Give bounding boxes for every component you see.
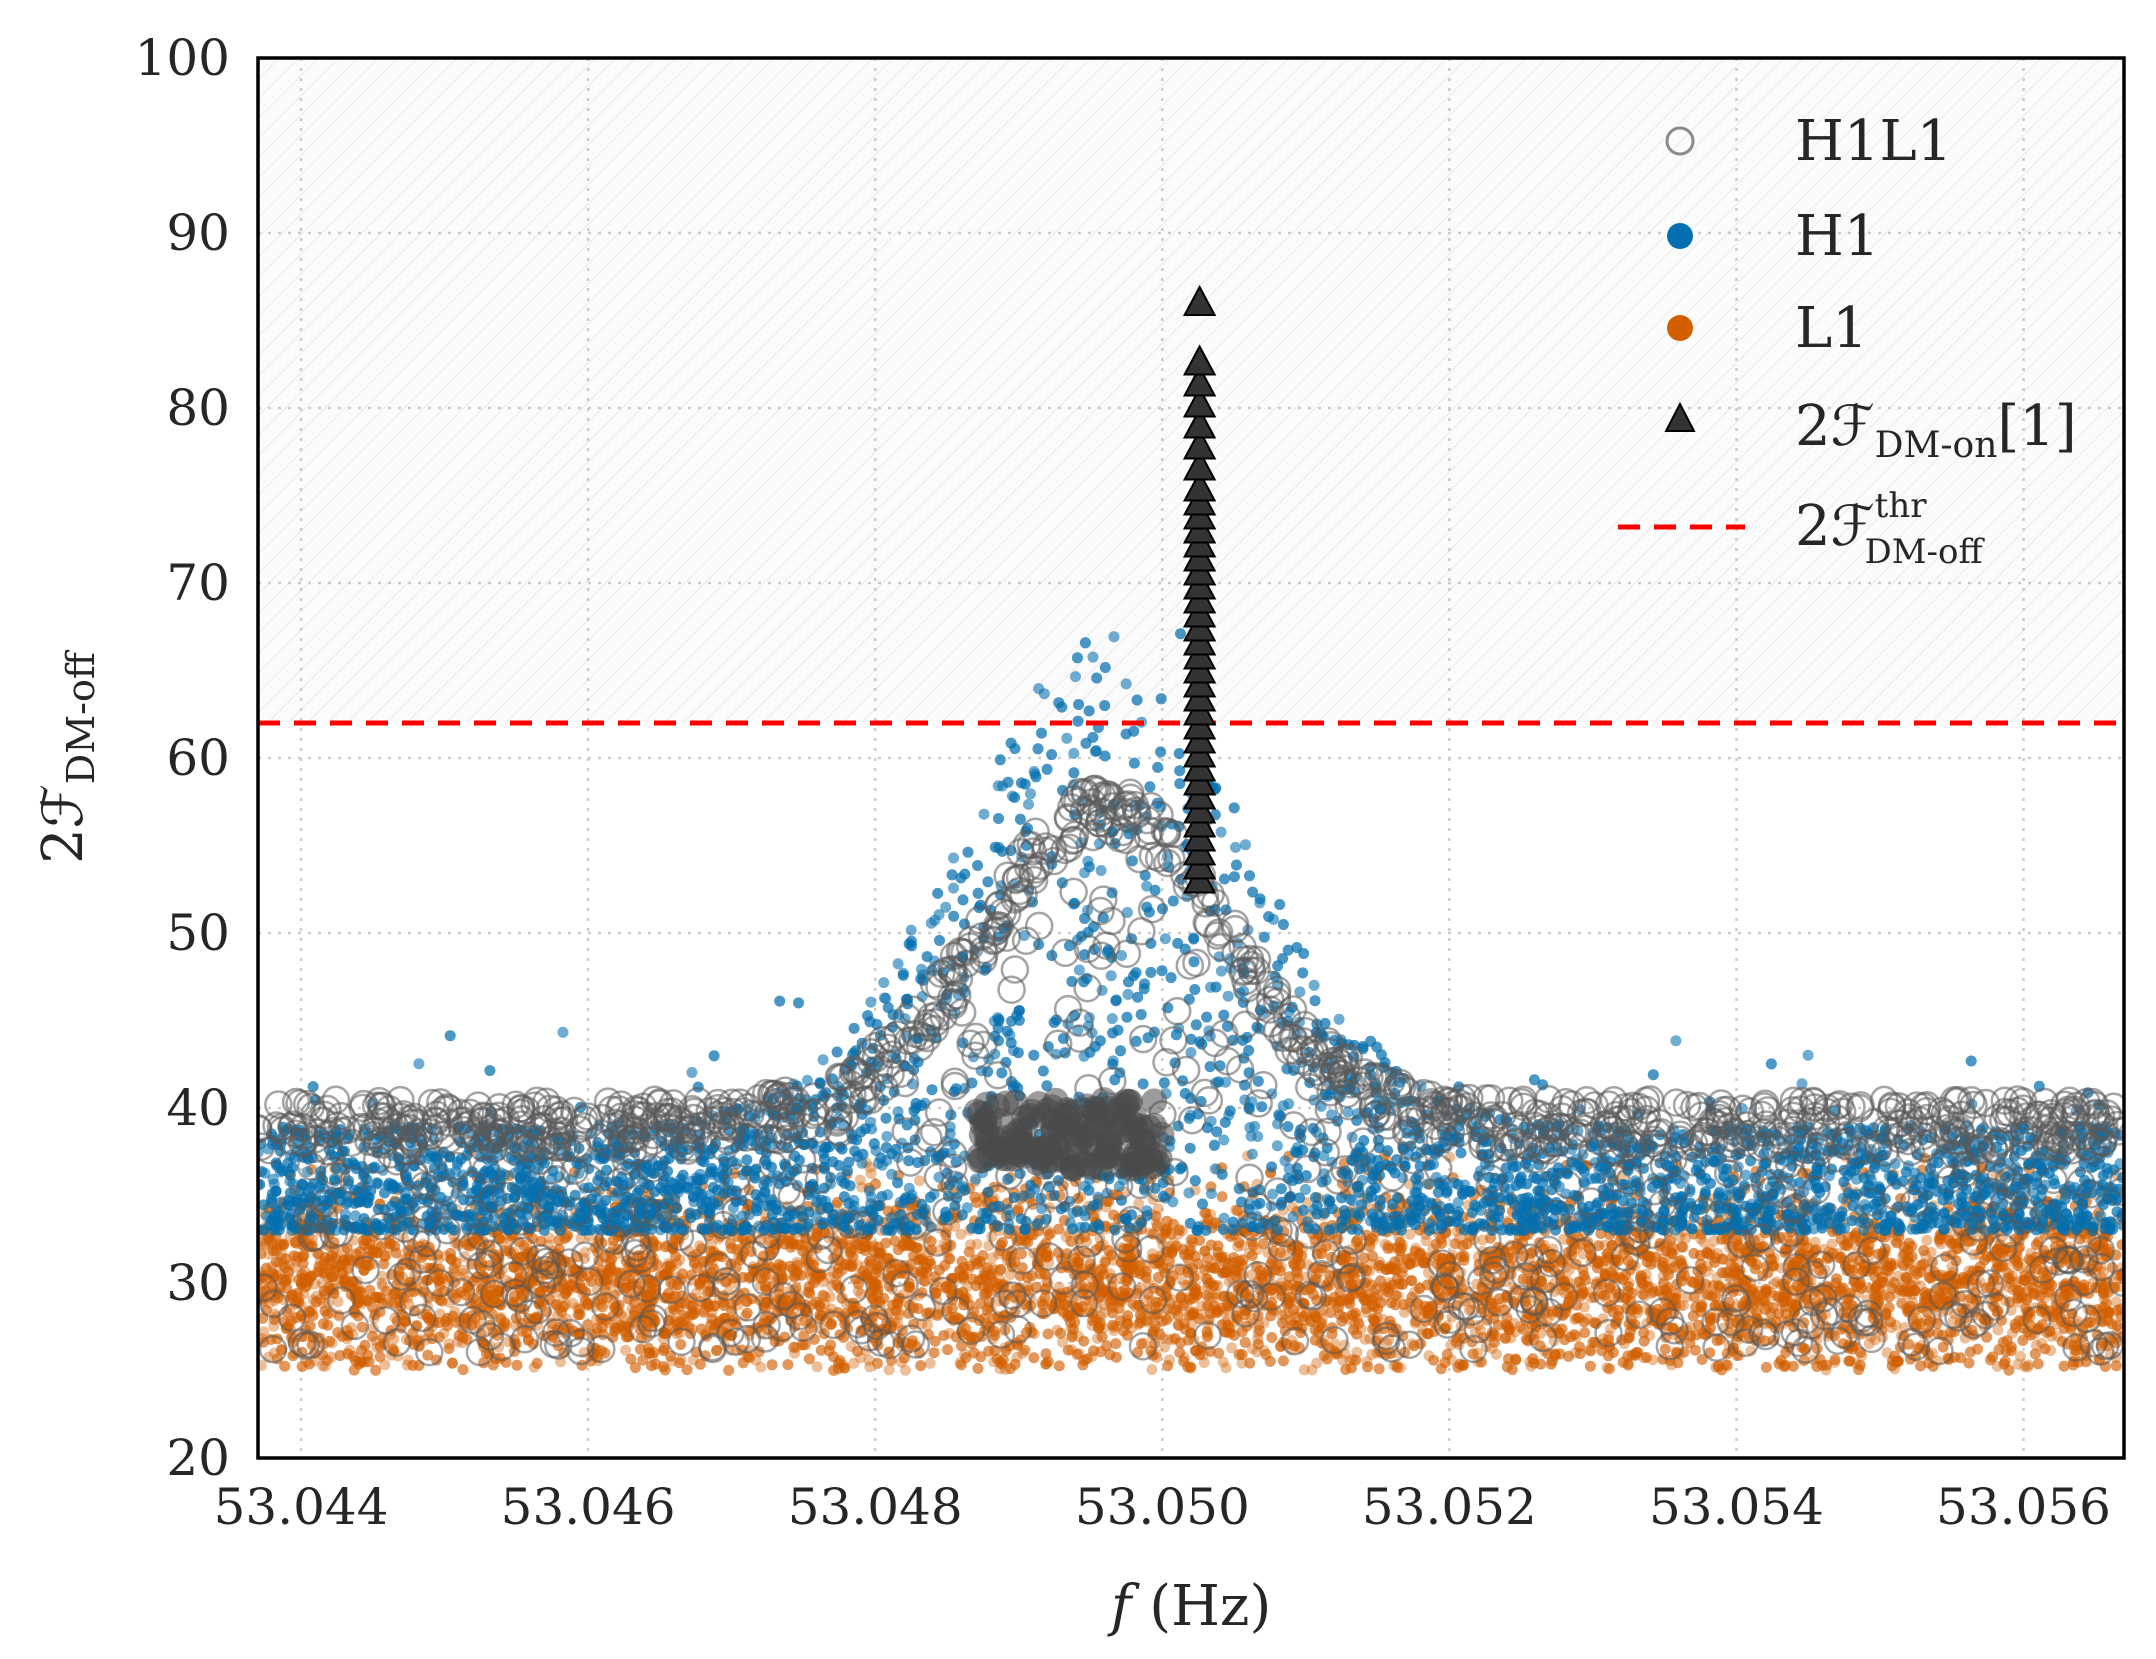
scatter-points — [258, 628, 2124, 1376]
l1-point — [2105, 1335, 2117, 1347]
l1-point — [1061, 1295, 1073, 1307]
l1-point — [1192, 1285, 1204, 1297]
l1-point — [1329, 1338, 1341, 1350]
l1-point — [830, 1275, 842, 1287]
l1-point — [484, 1288, 496, 1300]
l1-point — [2049, 1319, 2061, 1331]
l1-point — [2019, 1360, 2031, 1372]
l1-point — [1226, 1272, 1238, 1283]
l1-point — [1352, 1313, 1363, 1325]
l1-point — [854, 1174, 866, 1186]
l1-point — [916, 1318, 928, 1330]
l1-point — [2015, 1350, 2026, 1362]
l1-point — [1130, 1301, 1142, 1313]
l1-point — [845, 1341, 857, 1352]
l1-point — [773, 1221, 785, 1233]
l1-point — [811, 1361, 823, 1373]
l1-point — [1591, 1276, 1603, 1288]
l1-point — [1951, 1243, 1963, 1254]
l1-point — [1490, 1348, 1502, 1360]
l1-point — [1563, 1264, 1575, 1276]
l1-point — [1699, 1288, 1711, 1300]
l1-point — [1147, 1248, 1158, 1260]
l1-point — [706, 1258, 718, 1270]
l1-point — [922, 1319, 933, 1331]
l1-point — [1396, 1239, 1408, 1251]
l1-point — [334, 1275, 345, 1287]
l1-point — [865, 1168, 877, 1180]
l1-point — [1298, 1364, 1310, 1376]
l1-point — [2110, 1296, 2122, 1308]
l1-point — [1908, 1219, 1919, 1231]
l1-point — [959, 1348, 970, 1360]
l1-point — [1702, 1265, 1714, 1277]
l1-point — [998, 1278, 1010, 1290]
l1-point — [1251, 1346, 1263, 1358]
l1-point — [848, 1357, 860, 1369]
l1-point — [1832, 1248, 1844, 1260]
l1-point — [1604, 1170, 1616, 1182]
l1-point — [1475, 1324, 1486, 1336]
l1-point — [354, 1294, 366, 1306]
l1-point — [1420, 1235, 1432, 1247]
l1-point — [1664, 1293, 1676, 1305]
l1-point — [605, 1261, 617, 1273]
l1-point — [1525, 1360, 1537, 1372]
l1-point — [2032, 1358, 2044, 1370]
l1-point — [1095, 1311, 1107, 1323]
l1-point — [797, 1240, 809, 1252]
l1-point — [1680, 1233, 1692, 1244]
l1-point — [924, 1357, 936, 1369]
l1-point — [1754, 1285, 1765, 1297]
l1-point — [2033, 1358, 2045, 1370]
l1-point — [2075, 1283, 2087, 1295]
l1-point — [483, 1285, 494, 1297]
l1-point — [553, 1303, 565, 1315]
l1-point — [1928, 1209, 1940, 1221]
l1-point — [336, 1259, 348, 1271]
l1-point — [649, 1315, 661, 1327]
l1-point — [900, 1364, 911, 1376]
l1-point — [965, 1331, 977, 1343]
l1-point — [688, 1258, 700, 1270]
l1-point — [1943, 1232, 1955, 1244]
l1-point — [1020, 1189, 1032, 1201]
l1-point — [1782, 1231, 1794, 1242]
l1-point — [914, 1175, 925, 1187]
l1-point — [607, 1300, 619, 1311]
l1-point — [842, 1258, 853, 1270]
l1-point — [1145, 1208, 1157, 1220]
l1-point — [1822, 1211, 1834, 1222]
l1-point — [1163, 1241, 1175, 1253]
l1-point — [722, 1323, 734, 1335]
l1-point — [1921, 1234, 1933, 1246]
l1-point — [1316, 1243, 1328, 1255]
l1-point — [319, 1360, 331, 1372]
l1-point — [860, 1157, 872, 1169]
l1-point — [1068, 1308, 1080, 1320]
l1-point — [844, 1248, 856, 1260]
l1-point — [474, 1228, 486, 1240]
l1-point — [1826, 1238, 1838, 1250]
l1-point — [860, 1240, 872, 1252]
l1-point — [1928, 1200, 1939, 1212]
l1-point — [2001, 1267, 2013, 1279]
l1-point — [1146, 1364, 1158, 1375]
l1-point — [332, 1326, 344, 1338]
l1-point — [1505, 1224, 1517, 1235]
l1-point — [1283, 1306, 1295, 1318]
l1-point — [1142, 1316, 1154, 1328]
l1-point — [1141, 1295, 1152, 1307]
l1-point — [1286, 1335, 1298, 1346]
l1-point — [1055, 1304, 1067, 1316]
l1-point — [600, 1279, 612, 1291]
l1-point — [896, 1356, 907, 1368]
l1-point — [883, 1364, 895, 1376]
